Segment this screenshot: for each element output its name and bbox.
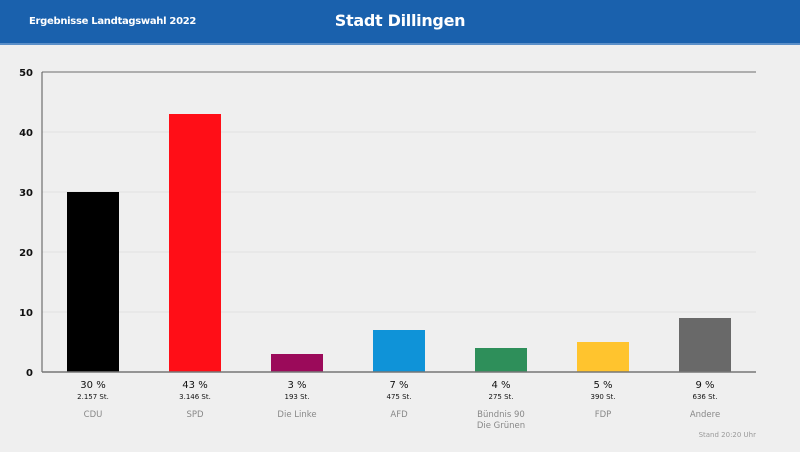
percent-label: 3 % [287,380,306,391]
bar-cdu [67,192,119,372]
percent-label: 43 % [182,380,207,391]
bar-spd [169,114,221,372]
y-tick-label: 50 [19,68,33,79]
percent-label: 5 % [593,380,612,391]
percent-label: 7 % [389,380,408,391]
votes-label: 636 St. [693,393,718,401]
category-label: CDU [84,410,103,420]
category-label: Bündnis 90 [477,410,525,420]
bar-die-linke [271,354,323,372]
percent-label: 30 % [80,380,105,391]
category-label: Die Linke [277,410,316,420]
category-label: Andere [690,410,720,420]
category-label: Die Grünen [477,421,525,431]
percent-label: 4 % [491,380,510,391]
header-subtitle: Ergebnisse Landtagswahl 2022 [29,16,197,27]
y-tick-label: 30 [19,188,33,199]
category-label: AFD [390,410,408,420]
votes-label: 193 St. [285,393,310,401]
votes-label: 275 St. [489,393,514,401]
y-tick-label: 0 [26,368,33,379]
bar-andere [679,318,731,372]
bar-afd [373,330,425,372]
votes-label: 475 St. [387,393,412,401]
y-tick-label: 10 [19,308,33,319]
percent-label: 9 % [695,380,714,391]
category-label: FDP [595,410,612,420]
header-bar: Ergebnisse Landtagswahl 2022 Stadt Dilli… [0,0,800,45]
header-title: Stadt Dillingen [334,11,466,30]
bar-fdp [577,342,629,372]
bar-bündnis-90-die-grünen [475,348,527,372]
y-tick-label: 40 [19,128,33,139]
votes-label: 3.146 St. [179,393,211,401]
timestamp: Stand 20:20 Uhr [698,431,756,439]
votes-label: 2.157 St. [77,393,109,401]
y-tick-label: 20 [19,248,33,259]
votes-label: 390 St. [591,393,616,401]
category-label: SPD [186,410,204,420]
plot-area [42,72,756,372]
